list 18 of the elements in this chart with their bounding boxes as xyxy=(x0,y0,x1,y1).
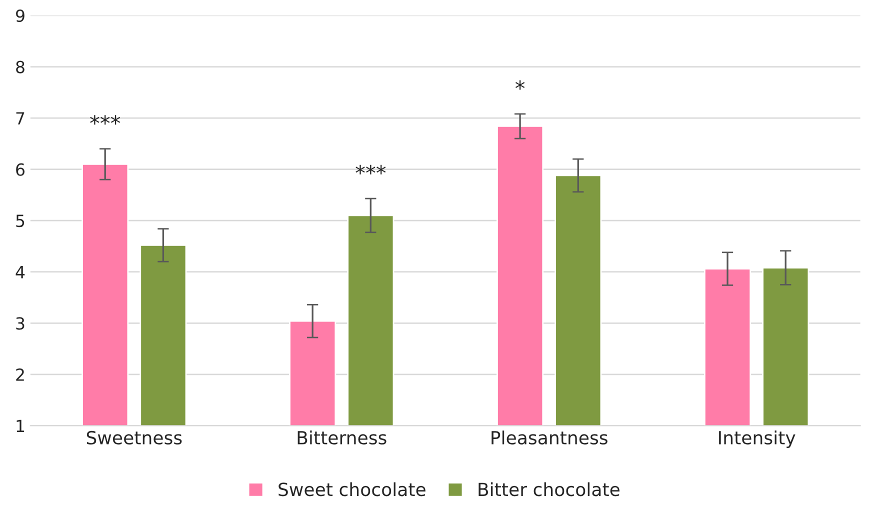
y-tick-label: 3 xyxy=(16,317,24,330)
legend-label: Bitter chocolate xyxy=(478,482,620,496)
y-tick-label: 4 xyxy=(16,266,25,278)
annotation: *** xyxy=(356,164,386,174)
x-tick-label: Pleasantness xyxy=(492,430,608,445)
y-tick-label: 2 xyxy=(16,368,24,381)
y-tick-label: 5 xyxy=(16,214,24,228)
y-tick-label: 8 xyxy=(16,60,24,74)
y-tick-label: 6 xyxy=(16,163,25,176)
legend-label: Sweet chocolate xyxy=(278,482,426,496)
y-tick-label: 7 xyxy=(16,112,24,124)
x-tick-label: Intensity xyxy=(719,430,796,448)
annotation: * xyxy=(515,80,525,90)
annotation: *** xyxy=(90,115,120,125)
y-tick-label: 1 xyxy=(16,420,24,432)
x-tick-label: Bitterness xyxy=(298,430,386,445)
x-tick-label: Sweetness xyxy=(86,430,182,445)
y-tick-label: 9 xyxy=(16,9,24,22)
